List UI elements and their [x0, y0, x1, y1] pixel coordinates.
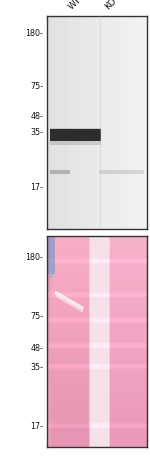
Bar: [50, 128, 101, 145]
Text: 35-: 35-: [30, 363, 44, 372]
Bar: [50, 129, 101, 141]
Bar: [50, 170, 70, 174]
Text: 180-: 180-: [26, 253, 44, 262]
Bar: [46, 236, 55, 274]
Text: 180-: 180-: [26, 29, 44, 38]
Text: 75-: 75-: [30, 312, 44, 321]
Text: 17-: 17-: [30, 422, 44, 431]
Bar: [99, 170, 144, 174]
Text: KO: KO: [103, 0, 118, 12]
Text: 48-: 48-: [31, 112, 44, 121]
Text: WT: WT: [67, 0, 84, 12]
Bar: [48, 268, 52, 278]
Text: 17-: 17-: [30, 183, 44, 192]
Text: 35-: 35-: [30, 128, 44, 137]
Text: 48-: 48-: [31, 344, 44, 353]
Text: 75-: 75-: [30, 82, 44, 91]
